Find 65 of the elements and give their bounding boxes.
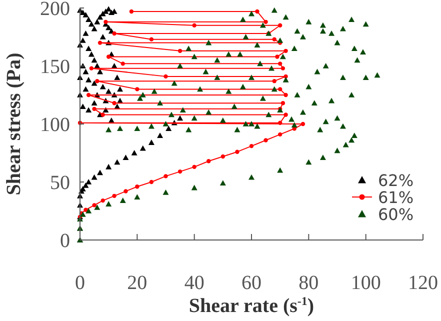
point <box>149 180 154 184</box>
point <box>284 92 288 98</box>
point <box>264 138 268 142</box>
point <box>92 203 96 208</box>
x-tick-label: 120 <box>408 272 438 294</box>
point <box>104 20 108 24</box>
x-tick-label: 60 <box>242 272 262 294</box>
y-axis-title: Shear stress (Pa) <box>3 52 25 196</box>
point <box>100 198 105 203</box>
x-tick-label: 20 <box>127 272 148 294</box>
point <box>255 9 260 14</box>
point <box>95 78 100 84</box>
point <box>206 159 211 164</box>
point <box>92 106 96 112</box>
x-tick-label: 40 <box>184 272 204 294</box>
point <box>135 184 140 189</box>
y-tick-label: 100 <box>40 114 70 136</box>
point <box>178 169 182 174</box>
y-tick-label: 150 <box>40 56 70 78</box>
point <box>192 23 196 28</box>
point <box>100 112 105 117</box>
point <box>112 101 116 106</box>
x-tick-label: 100 <box>350 272 381 294</box>
point <box>235 150 240 154</box>
x-tick-label: 0 <box>75 272 85 294</box>
point <box>164 74 168 79</box>
point <box>86 92 91 98</box>
point <box>112 194 116 198</box>
legend-label: 62% <box>378 171 414 190</box>
point <box>280 66 286 70</box>
point <box>278 23 282 28</box>
point <box>149 37 154 42</box>
point <box>84 208 88 212</box>
point <box>220 154 226 159</box>
point <box>124 189 128 194</box>
point <box>135 87 140 92</box>
point <box>98 40 102 45</box>
point <box>278 120 282 125</box>
point <box>278 132 282 137</box>
y-tick-label: 0 <box>60 230 70 252</box>
point <box>300 122 306 126</box>
point <box>284 48 288 54</box>
y-tick-label: 50 <box>50 172 70 194</box>
point <box>272 78 276 84</box>
point <box>278 87 282 92</box>
x-axis-title: Shear rate (s$^{-1}$) <box>188 294 314 317</box>
point <box>272 37 276 42</box>
point <box>106 54 111 59</box>
point <box>275 54 280 59</box>
point <box>112 31 116 36</box>
point <box>284 112 288 117</box>
point <box>192 164 196 170</box>
legend-label: 61% <box>378 188 414 207</box>
x-tick-label: 80 <box>298 272 319 294</box>
point <box>249 144 254 148</box>
point <box>280 101 286 106</box>
point <box>89 66 94 70</box>
point <box>120 62 125 66</box>
point <box>164 174 168 178</box>
point <box>178 48 182 54</box>
point <box>278 62 282 66</box>
y-tick-label: 200 <box>40 0 70 20</box>
point <box>129 9 134 14</box>
legend-label: 60% <box>378 205 414 224</box>
point <box>264 20 268 24</box>
